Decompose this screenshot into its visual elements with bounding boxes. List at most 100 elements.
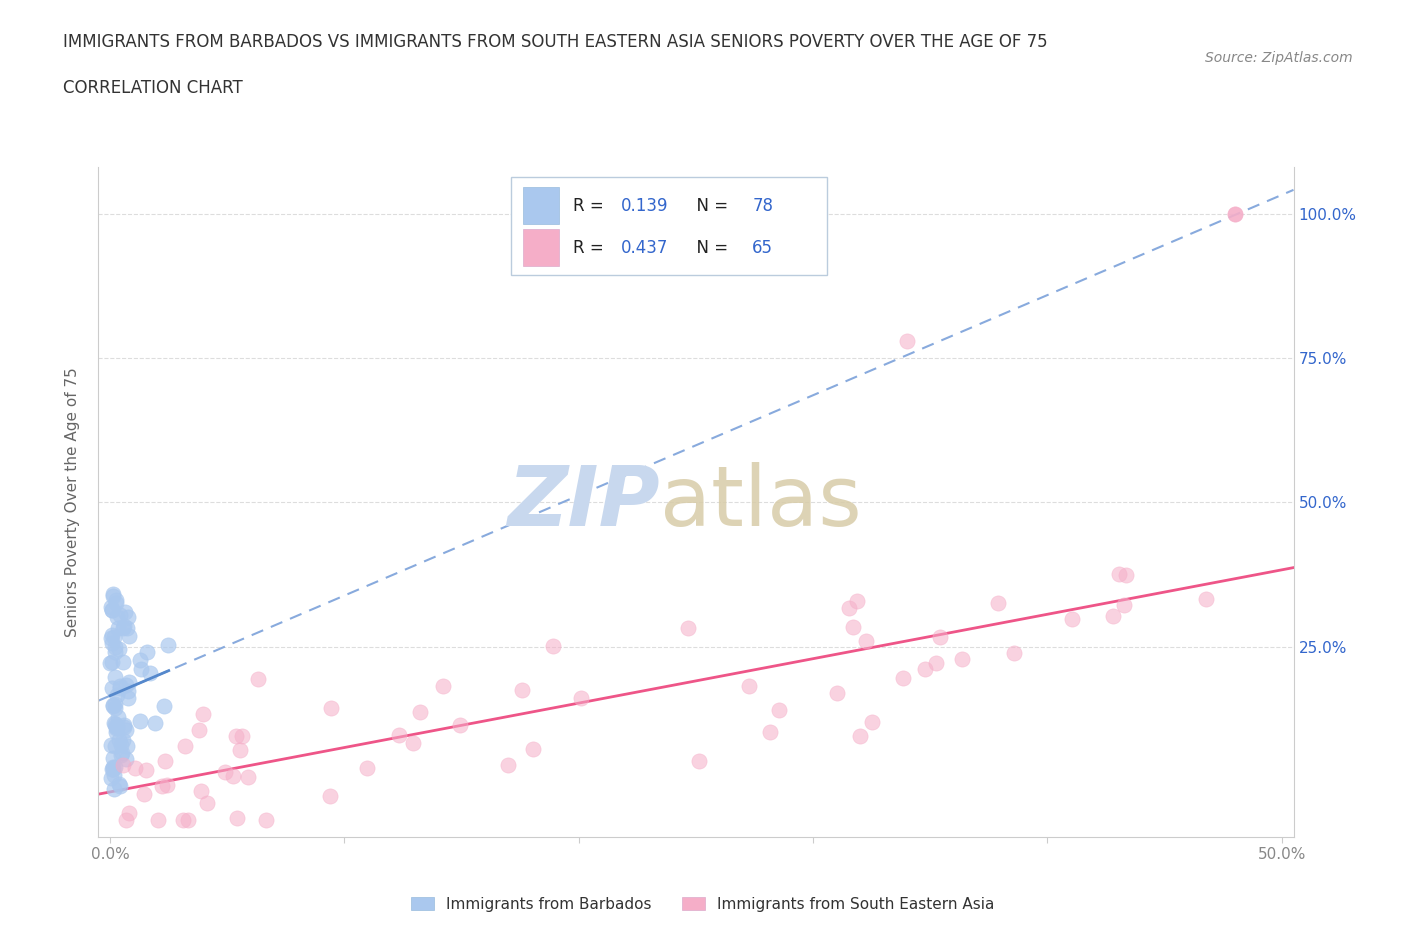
Point	[101, 628, 124, 643]
Point	[838, 601, 860, 616]
Point	[103, 699, 125, 714]
Point	[115, 751, 138, 766]
Point	[104, 738, 127, 753]
Point	[103, 759, 125, 774]
Point	[101, 655, 124, 670]
Point	[950, 651, 973, 666]
Point	[104, 595, 127, 610]
Point	[737, 679, 759, 694]
Point	[110, 737, 132, 752]
Point	[98, 656, 121, 671]
Point	[842, 619, 865, 634]
Y-axis label: Seniors Poverty Over the Age of 75: Seniors Poverty Over the Age of 75	[65, 367, 80, 637]
Point	[152, 699, 174, 714]
Point	[112, 720, 135, 735]
Point	[124, 761, 146, 776]
Point	[849, 729, 872, 744]
Point	[108, 607, 131, 622]
Text: 0.139: 0.139	[620, 196, 668, 215]
Point	[156, 637, 179, 652]
Point	[1062, 612, 1084, 627]
Text: 78: 78	[752, 196, 773, 215]
Point	[855, 633, 877, 648]
Point	[114, 604, 136, 619]
Point	[101, 636, 124, 651]
Point	[925, 656, 948, 671]
Point	[231, 728, 253, 743]
Point	[115, 812, 138, 827]
Point	[191, 707, 214, 722]
Point	[100, 631, 122, 645]
Point	[496, 758, 519, 773]
Point	[105, 719, 128, 734]
Point	[225, 810, 247, 825]
Point	[135, 763, 157, 777]
Point	[117, 620, 139, 635]
Point	[569, 690, 592, 705]
Point	[104, 700, 127, 715]
Point	[758, 724, 780, 739]
Point	[105, 609, 128, 624]
Point	[104, 724, 127, 739]
Point	[101, 759, 124, 774]
Point	[103, 782, 125, 797]
Point	[101, 751, 124, 765]
Point	[134, 787, 156, 802]
Point	[987, 596, 1010, 611]
Point	[103, 670, 125, 684]
Point	[236, 769, 259, 784]
Point	[846, 594, 869, 609]
Point	[103, 645, 125, 660]
Point	[112, 757, 135, 772]
Point	[195, 795, 218, 810]
Point	[188, 723, 211, 737]
Point	[214, 764, 236, 779]
Point	[101, 698, 124, 712]
Point	[190, 783, 212, 798]
Point	[321, 700, 343, 715]
Point	[108, 679, 131, 694]
Point	[152, 778, 174, 793]
Point	[115, 738, 138, 753]
Point	[156, 777, 179, 792]
Point	[104, 718, 127, 733]
Point	[107, 777, 129, 792]
Point	[409, 704, 432, 719]
Point	[104, 697, 127, 711]
Point	[1102, 608, 1125, 623]
Point	[117, 610, 139, 625]
Point	[107, 710, 129, 724]
Point	[101, 762, 124, 777]
Point	[108, 733, 131, 748]
Point	[146, 812, 169, 827]
Point	[110, 746, 132, 761]
Point	[105, 721, 128, 736]
Point	[104, 716, 127, 731]
Point	[1115, 567, 1137, 582]
Point	[1112, 597, 1135, 612]
Point	[1195, 591, 1218, 606]
Point	[512, 683, 534, 698]
Point	[173, 738, 195, 753]
Point	[101, 603, 124, 618]
Text: Source: ZipAtlas.com: Source: ZipAtlas.com	[1205, 51, 1353, 65]
Point	[103, 630, 125, 644]
Point	[449, 718, 471, 733]
Point	[402, 736, 425, 751]
Point	[432, 678, 454, 693]
Point	[153, 753, 176, 768]
Point	[118, 629, 141, 644]
Point	[135, 644, 157, 659]
Point	[117, 684, 139, 698]
Point	[103, 589, 125, 604]
Point	[928, 630, 950, 644]
Point	[225, 728, 247, 743]
Bar	[523, 187, 558, 224]
Point	[1002, 646, 1025, 661]
Point	[254, 812, 277, 827]
Point	[522, 741, 544, 756]
Point	[103, 715, 125, 730]
Point	[105, 593, 128, 608]
Text: CORRELATION CHART: CORRELATION CHART	[63, 79, 243, 97]
Point	[117, 691, 139, 706]
